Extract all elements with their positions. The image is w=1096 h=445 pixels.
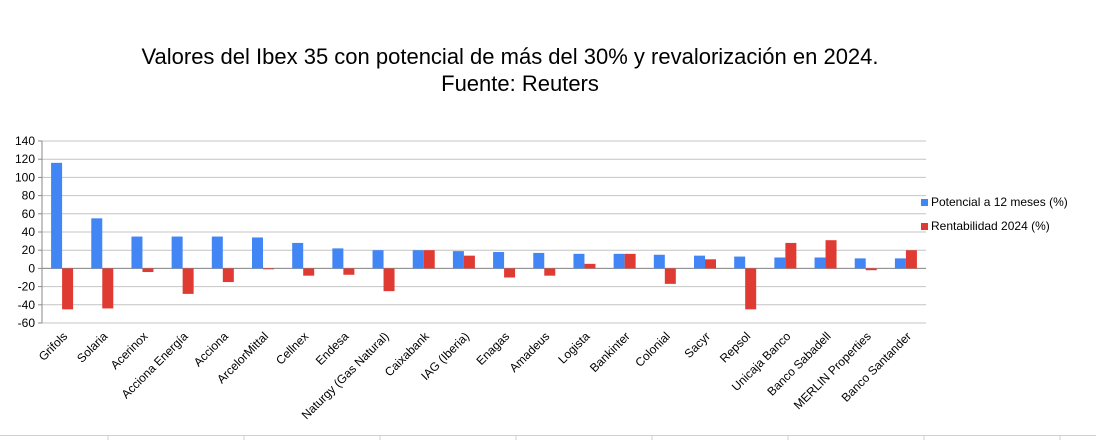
bar-rentabilidad [664,268,676,284]
y-tick-label: 40 [22,225,36,239]
y-tick-label: 60 [22,207,36,221]
x-tick-label: Endesa [313,329,352,368]
bar-rentabilidad [825,240,837,269]
chart-title: Valores del Ibex 35 con potencial de más… [141,44,878,69]
y-tick-label: 20 [22,243,36,257]
x-tick-label: Sacyr [682,329,714,361]
y-tick-label: -40 [18,298,36,312]
bar-rentabilidad [62,268,74,310]
x-tick-label: Grifols [36,329,70,363]
bar-rentabilidad [624,253,636,269]
bar-rentabilidad [504,268,516,278]
bar-potencial [814,257,826,269]
bar-rentabilidad [745,268,757,310]
y-tick-label: 100 [15,170,35,184]
bar-potencial [452,251,464,269]
legend-label: Rentabilidad 2024 (%) [931,219,1050,233]
x-tick-label: Bankinter [587,329,633,375]
bar-potencial [372,250,384,269]
x-tick-label: Enagas [474,329,513,368]
y-tick-label: 80 [22,189,36,203]
bottom-strip [0,435,1096,440]
bar-potencial [211,236,223,269]
x-tick-label: Amadeus [507,329,553,375]
bar-potencial [493,252,505,269]
bar-potencial [91,218,103,269]
y-tick-label: 120 [15,152,35,166]
bar-potencial [653,254,665,269]
bar-rentabilidad [463,255,475,269]
y-tick-label: -60 [18,316,36,330]
y-tick-label: 0 [28,261,35,275]
bar-rentabilidad [584,263,596,269]
chart-subtitle: Fuente: Reuters [441,71,599,96]
x-tick-label: Logista [555,329,592,366]
bar-potencial [894,258,906,269]
x-tick-label: Colonial [632,329,673,370]
x-tick-label: Banco Santander [839,329,914,404]
bars [51,162,917,310]
bar-potencial [131,236,143,269]
bar-potencial [613,253,625,269]
bar-potencial [51,162,63,269]
bar-potencial [412,250,424,269]
bar-potencial [734,256,746,269]
bar-rentabilidad [383,268,395,292]
y-axis-ticks: 140 120 100 80 60 40 20 0 -20 -40 -60 [15,134,35,330]
bar-potencial [252,237,263,269]
bar-potencial [292,242,304,269]
bar-rentabilidad [182,268,194,294]
bar-rentabilidad [705,259,716,269]
bar-potencial [774,257,786,269]
bar-potencial [533,252,545,269]
legend-swatch [921,223,928,230]
bar-rentabilidad [423,250,435,269]
bar-rentabilidad [263,268,274,270]
y-tick-label: -20 [18,280,36,294]
x-tick-label: Cellnex [273,329,311,367]
bar-potencial [854,258,866,269]
bar-rentabilidad [905,250,917,269]
legend-label: Potencial a 12 meses (%) [931,195,1068,209]
bar-rentabilidad [785,242,797,269]
bar-rentabilidad [102,268,114,309]
bar-rentabilidad [343,268,355,275]
bar-potencial [332,248,344,269]
x-tick-label: Acciona [191,329,231,369]
bar-rentabilidad [142,268,154,273]
bar-potencial [694,255,705,269]
legend: Potencial a 12 meses (%) Rentabilidad 202… [921,195,1068,233]
x-tick-label: Solaria [74,329,111,366]
y-tick-label: 140 [15,134,35,148]
bar-rentabilidad [222,268,234,283]
gridlines [38,140,926,324]
bar-rentabilidad [544,268,556,276]
x-tick-label: Repsol [717,329,753,365]
bar-potencial [573,253,585,269]
bar-potencial [171,236,183,269]
bar-rentabilidad [303,268,315,276]
bar-rentabilidad [865,268,877,271]
legend-swatch [921,199,928,206]
